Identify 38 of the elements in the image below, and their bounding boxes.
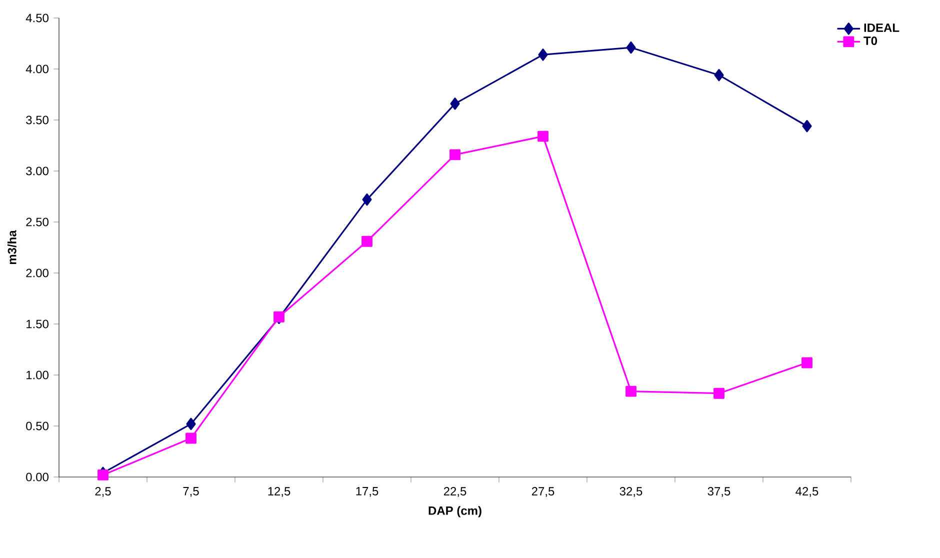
x-tick-label: 27,5 — [532, 487, 554, 497]
point — [538, 130, 548, 142]
y-tick-label: 4.00 — [26, 64, 48, 74]
y-tick-label: 0.50 — [26, 422, 48, 430]
legend-label: T0 — [864, 36, 878, 46]
point — [186, 418, 196, 430]
y-tick-label: 2.00 — [26, 268, 48, 278]
y-tick-label: 2.50 — [26, 218, 48, 226]
point — [714, 68, 724, 82]
point — [802, 120, 812, 132]
point — [186, 432, 196, 444]
x-tick-label: 2,5 — [95, 487, 111, 497]
point — [626, 41, 636, 54]
point — [714, 388, 724, 399]
y-tick-label: 0.00 — [26, 472, 48, 482]
x-axis-title: DAP (cm) — [428, 506, 482, 518]
y-tick-label: 4.50 — [26, 14, 48, 22]
y-tick-label: 1.00 — [26, 370, 48, 380]
y-axis-title: m3/ha — [8, 230, 16, 264]
legend-label: IDEAL — [864, 24, 900, 32]
point — [98, 469, 108, 480]
x-tick-label: 37,5 — [708, 487, 730, 497]
x-tick-label: 32,5 — [620, 487, 642, 497]
y-tick-label: 1.50 — [26, 320, 48, 328]
x-tick-label: 7,5 — [183, 487, 199, 497]
x-tick-label: 42,5 — [796, 487, 818, 497]
x-tick-label: 17,5 — [356, 487, 378, 497]
y-tick-label: 3.50 — [26, 116, 48, 124]
x-tick-label: 12,5 — [268, 487, 290, 497]
point — [362, 193, 372, 206]
y-tick-label: 3.00 — [26, 166, 48, 176]
point — [802, 357, 812, 368]
point — [450, 149, 460, 160]
point — [450, 98, 460, 110]
point — [538, 48, 548, 61]
x-tick-label: 22,5 — [444, 487, 466, 497]
point — [362, 236, 372, 247]
point — [626, 386, 636, 397]
